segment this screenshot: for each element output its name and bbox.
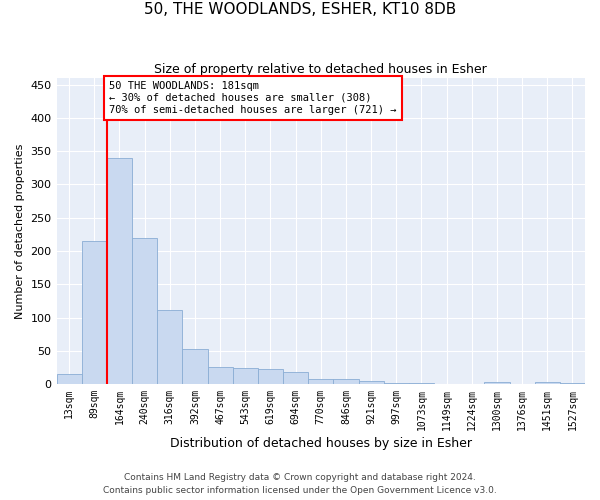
Bar [132,238,157,384]
Bar [107,158,132,384]
Text: 50 THE WOODLANDS: 181sqm
← 30% of detached houses are smaller (308)
70% of semi-: 50 THE WOODLANDS: 181sqm ← 30% of detach… [109,82,397,114]
Text: Contains HM Land Registry data © Crown copyright and database right 2024.
Contai: Contains HM Land Registry data © Crown c… [103,474,497,495]
Bar [383,382,409,384]
Text: 50, THE WOODLANDS, ESHER, KT10 8DB: 50, THE WOODLANDS, ESHER, KT10 8DB [144,2,456,18]
Bar [233,368,258,384]
Bar [56,374,82,384]
Bar [182,349,208,384]
Bar [208,368,233,384]
Bar [258,369,283,384]
Bar [308,378,334,384]
Bar [484,382,509,384]
Bar [560,382,585,384]
Title: Size of property relative to detached houses in Esher: Size of property relative to detached ho… [154,62,487,76]
Bar [157,310,182,384]
Bar [334,380,359,384]
Bar [409,382,434,384]
Bar [283,372,308,384]
Bar [359,380,383,384]
X-axis label: Distribution of detached houses by size in Esher: Distribution of detached houses by size … [170,437,472,450]
Bar [535,382,560,384]
Bar [82,241,107,384]
Y-axis label: Number of detached properties: Number of detached properties [15,144,25,319]
